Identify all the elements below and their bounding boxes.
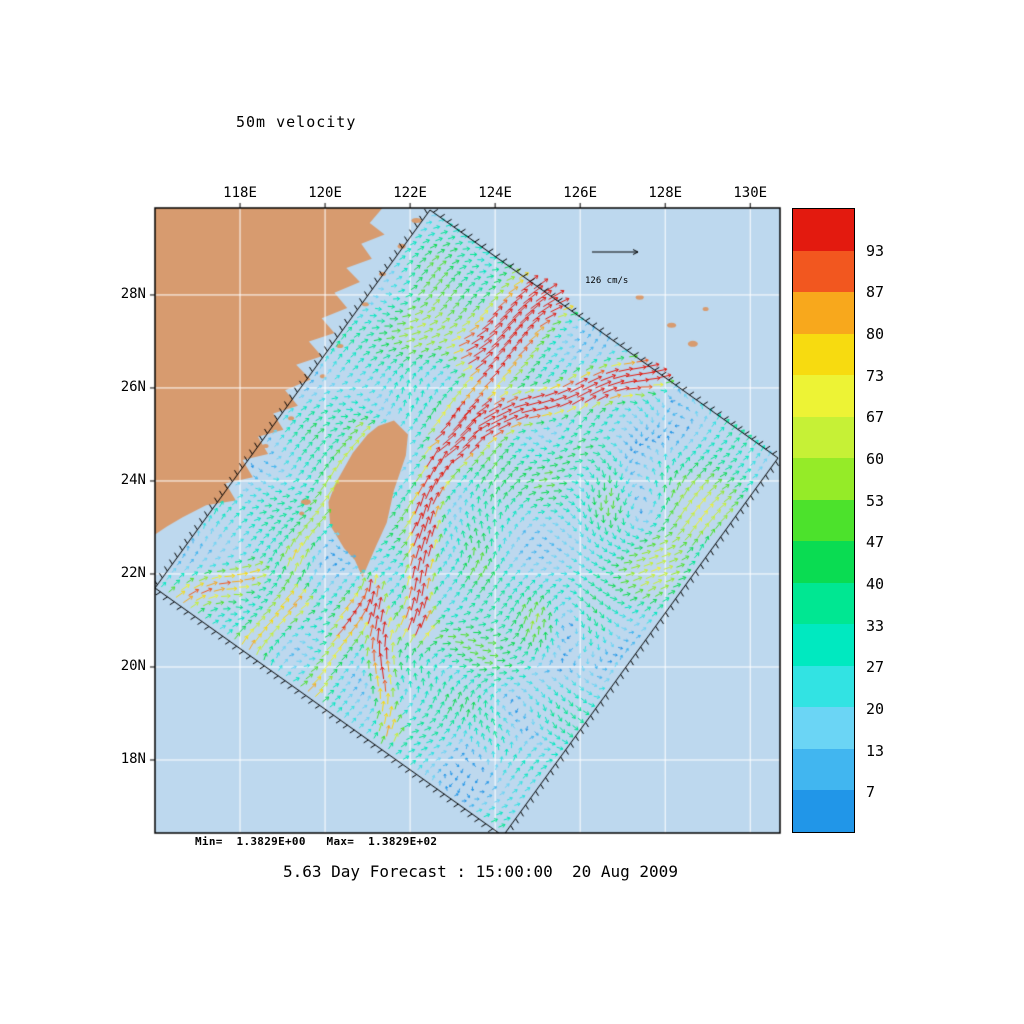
lon-label: 128E [648,185,683,201]
colorbar-label: 13 [866,741,885,760]
lat-label: 28N [120,285,146,302]
colorbar [792,208,855,833]
lat-label: 20N [120,657,146,674]
colorbar-segment [793,665,854,708]
colorbar-label: 87 [866,283,885,302]
colorbar-label: 80 [866,325,885,343]
colorbar-segment [793,209,854,251]
lon-label: 122E [393,185,427,201]
lon-label: 130E [733,185,768,201]
colorbar-label: 93 [866,241,885,260]
reference-vector-label: 126 cm/s [585,276,629,286]
colorbar-segment [793,790,854,832]
colorbar-label: 53 [866,491,885,510]
colorbar-segment [793,333,854,376]
lon-label: 120E [308,185,342,201]
lat-label: 26N [120,378,146,395]
lon-label: 124E [478,185,512,201]
plot-title: 50m velocity [236,113,357,131]
colorbar-label: 40 [866,575,885,593]
lat-label: 24N [120,471,146,488]
lat-label: 22N [120,564,146,581]
colorbar-segment [793,458,854,500]
forecast-caption: 5.63 Day Forecast : 15:00:00 20 Aug 2009 [283,862,678,881]
lon-label: 118E [223,185,257,201]
colorbar-label: 7 [866,783,876,802]
lat-label: 18N [120,750,146,767]
colorbar-segment [793,748,854,791]
colorbar-label: 20 [866,700,885,718]
colorbar-segment [793,707,854,749]
colorbar-segments [793,209,854,832]
colorbar-label: 33 [866,616,885,635]
colorbar-label: 27 [866,658,885,677]
colorbar-label: 73 [866,366,885,385]
min-max-stats: Min= 1.3829E+00 Max= 1.3829E+02 [195,835,438,848]
colorbar-segment [793,499,854,542]
colorbar-label: 47 [866,533,885,552]
lon-label: 126E [563,185,598,201]
colorbar-segment [793,541,854,583]
colorbar-segment [793,582,854,625]
colorbar-segment [793,375,854,417]
colorbar-segment [793,292,854,334]
colorbar-label: 60 [866,450,885,468]
colorbar-segment [793,250,854,293]
colorbar-label: 67 [866,408,885,427]
colorbar-segment [793,624,854,666]
colorbar-segment [793,416,854,459]
